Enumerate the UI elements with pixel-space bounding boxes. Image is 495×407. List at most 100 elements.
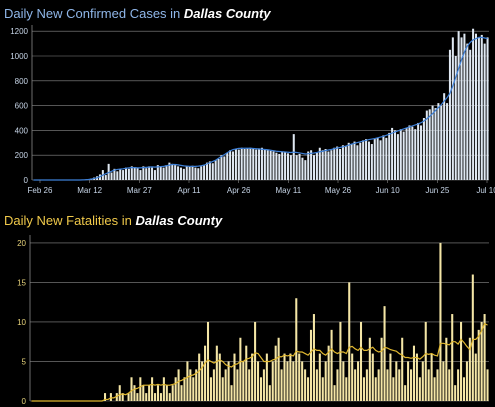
fatalities-bar (204, 345, 207, 401)
fatalities-bar (115, 393, 118, 401)
cases-bar (431, 105, 434, 180)
fatalities-bar (242, 361, 245, 401)
cases-bar (194, 167, 197, 180)
fatalities-bar (262, 369, 265, 401)
fatalities-bar (362, 377, 365, 401)
fatalities-bar (118, 385, 121, 401)
fatalities-bar (236, 369, 239, 401)
cases-x-tick-label: Jun 10 (376, 186, 401, 195)
fatalities-bar (307, 377, 310, 401)
cases-bar (466, 43, 469, 180)
fatalities-bar (183, 377, 186, 401)
cases-bar (142, 166, 145, 180)
fatalities-bar (309, 329, 313, 401)
cases-bar (188, 166, 191, 180)
fatalities-bar (268, 385, 271, 401)
cases-bar (414, 129, 417, 180)
cases-bar (119, 169, 122, 180)
cases-bar (258, 148, 261, 180)
fatalities-bar (354, 369, 357, 401)
fatalities-bar (233, 353, 236, 401)
fatalities-bar (292, 361, 295, 401)
fatalities-bar (198, 353, 201, 401)
cases-bar (417, 122, 420, 180)
cases-bar (191, 165, 194, 180)
fatalities-bar (148, 385, 151, 401)
cases-bar (373, 139, 376, 180)
cases-bar (127, 168, 130, 180)
fatalities-bar (477, 329, 480, 401)
cases-x-tick-label: Mar 27 (127, 186, 152, 195)
cases-bar (255, 149, 258, 180)
cases-bar (339, 149, 342, 180)
cases-bar (113, 168, 116, 180)
cases-bar (457, 31, 460, 181)
fatalities-bar (439, 242, 442, 401)
cases-bar (211, 163, 214, 180)
cases-bar (359, 142, 362, 180)
cases-bar (396, 134, 399, 180)
fatalities-bar (430, 353, 433, 401)
fatalities-bar (256, 361, 260, 401)
cases-chart: 0 200 400 600 800 1000 1200 Feb 26 Mar 12 Mar 27 A… (10, 25, 495, 195)
cases-bar (347, 142, 350, 180)
fatalities-bar (333, 385, 336, 401)
cases-bar (367, 141, 370, 180)
fatalities-bar (156, 385, 160, 401)
fatalities-bar (462, 377, 466, 401)
cases-bar (469, 49, 472, 180)
cases-bar (208, 161, 211, 180)
fatalities-bar (174, 377, 177, 401)
fatalities-bar (283, 353, 286, 401)
fatalities-bar (103, 393, 107, 401)
cases-x-tick-label: Jun 25 (425, 186, 450, 195)
cases-bar (226, 152, 229, 180)
cases-bar (486, 37, 489, 181)
cases-bar (443, 93, 446, 180)
cases-bar (197, 168, 200, 180)
cases-bar (437, 103, 440, 180)
fatalities-bar (351, 353, 354, 401)
fatalities-bar (224, 369, 227, 401)
fatalities-bar (298, 353, 301, 401)
fatalities-bar (206, 321, 210, 401)
fatalities-bar (109, 393, 112, 401)
cases-bar (148, 166, 151, 180)
cases-bar (336, 146, 339, 180)
fatalities-bar (192, 377, 195, 401)
cases-title-county: Dallas County (183, 6, 271, 21)
fatalities-bar (460, 321, 463, 401)
cases-bar (315, 152, 318, 180)
cases-bar (162, 167, 165, 180)
fatalities-bar (457, 369, 460, 401)
cases-bar (446, 103, 449, 180)
cases-bar (266, 150, 269, 180)
cases-bar (281, 151, 284, 180)
cases-bar (385, 137, 388, 180)
cases-y-tick-label: 1000 (10, 52, 28, 61)
fatalities-bar (386, 369, 389, 401)
cases-bar (434, 108, 437, 180)
fatalities-bar (221, 377, 224, 401)
fatalities-bar (348, 282, 351, 401)
cases-x-tick-label: Mar 12 (77, 186, 102, 195)
cases-bar (365, 139, 368, 180)
cases-bar (330, 150, 333, 180)
cases-bar (171, 163, 174, 180)
cases-y-tick-label: 600 (15, 102, 29, 111)
cases-bar (151, 167, 154, 180)
fatalities-bar (201, 361, 204, 401)
cases-bar (483, 43, 486, 180)
fatalities-bar (448, 369, 451, 401)
cases-x-tick-label: May 26 (325, 186, 352, 195)
cases-bar (133, 166, 136, 180)
fatalities-bar (227, 361, 230, 401)
fatalities-y-tick-label: 10 (17, 318, 26, 327)
fatalities-bar (230, 385, 233, 401)
fatalities-bar (151, 377, 154, 401)
cases-bar (232, 151, 235, 180)
fatalities-title-county: Dallas County (135, 213, 223, 228)
fatalities-bar (330, 329, 333, 401)
fatalities-bar (277, 337, 280, 401)
fatalities-bar (186, 361, 189, 401)
